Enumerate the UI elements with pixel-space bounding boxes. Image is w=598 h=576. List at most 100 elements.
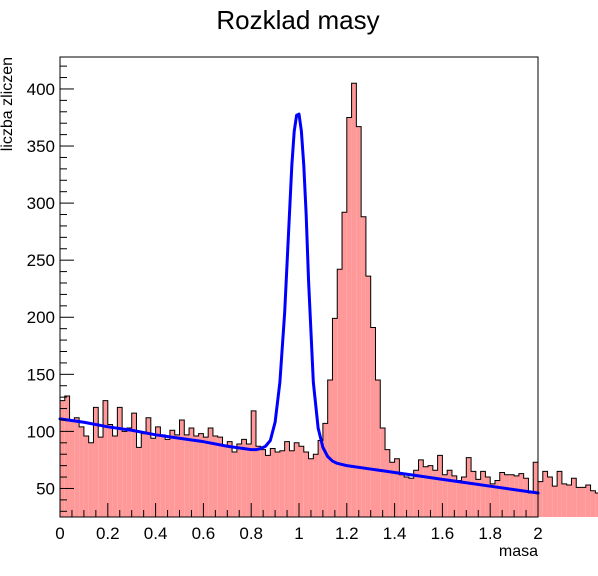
x-tick-label: 0.4 (144, 524, 168, 543)
histogram-bar (303, 451, 309, 517)
x-tick-label: 1 (294, 524, 303, 543)
histogram-bar (83, 435, 89, 517)
histogram-bar (241, 439, 247, 517)
histogram-bar (299, 446, 304, 517)
histogram-bar (490, 483, 495, 517)
histogram-bar (313, 454, 319, 517)
histogram-bar (552, 486, 558, 517)
x-tick-label: 2 (533, 524, 542, 543)
histogram-bar (389, 462, 395, 517)
histogram-bar (322, 423, 328, 517)
histogram-bar (504, 474, 510, 517)
histogram-bar (318, 440, 323, 517)
histogram-bar (385, 449, 390, 517)
histogram-bar (212, 435, 218, 517)
histogram-bar (466, 457, 472, 517)
histogram-bar (418, 459, 424, 517)
histogram-bar (179, 419, 185, 517)
histogram-bar (509, 474, 515, 517)
histogram-bar (279, 450, 285, 517)
y-tick-label: 350 (27, 137, 55, 156)
histogram-bar (528, 493, 534, 517)
histogram-bar (146, 417, 151, 517)
x-tick-label: 1.8 (478, 524, 502, 543)
histogram-bar (189, 427, 194, 517)
histogram-bar (533, 462, 538, 517)
histogram-bar (208, 427, 213, 517)
histogram-bar (141, 433, 147, 517)
histogram-bar (499, 472, 505, 517)
histogram-bar (413, 470, 419, 517)
histogram-bar (107, 424, 113, 517)
histogram-bar (255, 446, 261, 517)
histogram-bar (361, 216, 366, 517)
y-tick-label: 250 (27, 251, 55, 270)
fit-line (58, 112, 540, 495)
histogram-bar (165, 439, 170, 517)
histogram-bar (203, 437, 209, 517)
histogram-bar (356, 126, 362, 517)
histogram-bar (136, 447, 142, 517)
histogram-bar (585, 485, 591, 517)
histogram-bar (222, 445, 228, 517)
histogram-bar (308, 458, 314, 517)
histogram-bar (346, 117, 352, 517)
histogram-bar (571, 478, 577, 517)
histogram-bar (79, 426, 84, 517)
histogram-bar (327, 380, 333, 517)
histogram-bar (112, 435, 118, 517)
histogram-bar (451, 475, 457, 517)
histogram-bar (566, 485, 572, 517)
histogram-bar (126, 427, 132, 517)
y-tick-label: 100 (27, 422, 55, 441)
histogram-bar (404, 477, 409, 517)
histogram-bar (184, 434, 190, 517)
histogram-bar (351, 83, 357, 517)
x-tick-label: 0.8 (239, 524, 263, 543)
histogram-bar (423, 466, 429, 517)
x-tick-label: 0.2 (96, 524, 120, 543)
histogram-bar (88, 442, 94, 517)
x-axis: 0 0.2 0.4 0.6 0.8 1 1.2 1.4 1.6 1.8 2 (55, 503, 543, 543)
y-tick-label: 150 (27, 365, 55, 384)
histogram-bar (475, 479, 481, 517)
histogram-bar (399, 474, 405, 517)
y-tick-label: 200 (27, 308, 55, 327)
histogram-bar (284, 441, 290, 517)
histogram-bar (581, 487, 586, 517)
plot-frame (60, 57, 538, 517)
histogram-bar (432, 470, 438, 517)
y-tick-label: 300 (27, 194, 55, 213)
x-tick-label: 0.6 (192, 524, 216, 543)
histogram-bar (442, 474, 448, 517)
histogram-bar (523, 478, 529, 517)
y-axis-label: liczba zliczen (0, 57, 16, 151)
histogram-bar (69, 419, 75, 517)
fit-curve (58, 112, 540, 495)
histogram-bar (117, 407, 123, 517)
histogram-bar (494, 480, 500, 517)
histogram-bar (260, 449, 266, 517)
histogram-bar (122, 431, 127, 517)
histogram-bar (74, 417, 80, 517)
histogram-bar (576, 487, 582, 517)
histogram-bar (275, 451, 280, 517)
histogram-bar (246, 443, 252, 517)
histogram-bar (380, 427, 386, 517)
histogram-bar (538, 481, 543, 517)
histogram-bar (251, 410, 256, 517)
histogram-bar (428, 465, 433, 517)
histogram-bar (595, 493, 598, 517)
x-tick-label: 1.2 (335, 524, 359, 543)
y-tick-label: 50 (36, 479, 55, 498)
x-tick-label: 1.4 (383, 524, 407, 543)
histogram-bar (198, 433, 204, 517)
histogram-bar (227, 441, 233, 517)
histogram (59, 82, 598, 518)
y-tick-label: 400 (27, 80, 55, 99)
x-axis-label: masa (499, 543, 538, 560)
histogram-bar (480, 471, 486, 517)
histogram-bar (342, 212, 347, 518)
histogram-bar (590, 490, 596, 517)
histogram-bar (103, 400, 108, 517)
